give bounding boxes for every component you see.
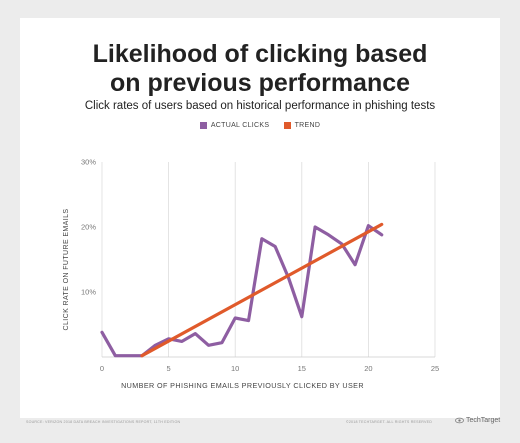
x-tick-label: 5 <box>167 364 171 373</box>
x-tick-label: 15 <box>298 364 306 373</box>
legend-swatch-actual-clicks <box>199 122 207 129</box>
x-tick-label: 0 <box>100 364 104 373</box>
chart-legend: ACTUAL CLICKS TREND <box>20 122 500 131</box>
legend-label-trend: TREND <box>294 122 321 129</box>
brand-logo: TechTarget <box>455 416 500 425</box>
legend-item-actual-clicks: ACTUAL CLICKS <box>199 122 270 129</box>
eye-icon <box>455 417 464 424</box>
x-axis-title: NUMBER OF PHISHING EMAILS PREVIOUSLY CLI… <box>121 381 364 390</box>
x-tick-label: 25 <box>431 364 439 373</box>
chart-title-line-2: on previous performance <box>109 69 411 97</box>
legend-label-actual-clicks: ACTUAL CLICKS <box>210 122 270 129</box>
series-line-trend <box>140 222 384 358</box>
x-tick-label: 10 <box>231 364 239 373</box>
y-axis-title: CLICK RATE ON FUTURE EMAILS <box>63 209 70 331</box>
chart-card: Likelihood of clicking based on previous… <box>20 18 500 418</box>
y-tick-label: 20% <box>81 223 96 232</box>
brand-name: TechTarget <box>466 417 501 424</box>
legend-swatch-trend <box>283 122 291 129</box>
y-tick-label: 10% <box>81 288 96 297</box>
chart-title-line-1: Likelihood of clicking based <box>92 40 428 68</box>
chart-subtitle: Click rates of users based on historical… <box>84 100 436 112</box>
legend-item-trend: TREND <box>283 122 321 129</box>
x-tick-label: 20 <box>364 364 372 373</box>
y-tick-label: 30% <box>81 158 96 167</box>
copyright-note: ©2018 TECHTARGET. ALL RIGHTS RESERVED <box>346 420 433 424</box>
source-note: SOURCE: VERIZON 2018 DATA BREACH INVESTI… <box>26 420 181 424</box>
series-line-actual-clicks <box>100 224 384 358</box>
chart-title: Likelihood of clicking based on previous… <box>20 40 500 98</box>
